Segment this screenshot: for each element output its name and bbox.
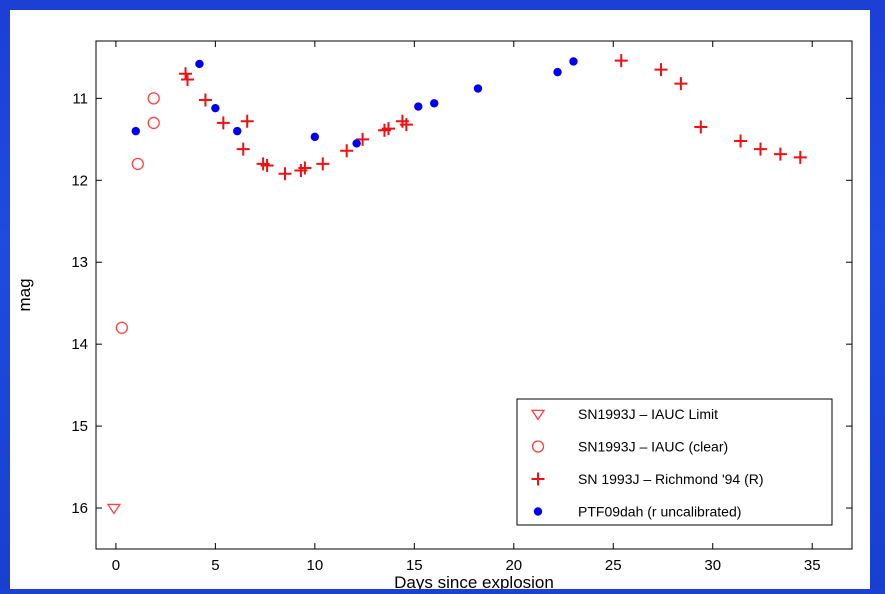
data-point <box>414 102 423 111</box>
y-tick-label: 16 <box>71 500 88 517</box>
data-point <box>553 67 562 77</box>
data-point <box>195 59 204 69</box>
data-point <box>694 120 708 134</box>
data-point <box>430 99 439 108</box>
x-tick-label: 25 <box>605 557 622 574</box>
data-point <box>198 93 212 107</box>
x-tick-label: 20 <box>505 557 522 574</box>
data-point <box>106 503 122 515</box>
x-tick-label: 0 <box>112 557 120 574</box>
data-point <box>240 114 254 128</box>
data-point <box>115 321 129 334</box>
y-tick-label: 15 <box>71 418 88 435</box>
legend-entry-label: SN 1993J – Richmond '94 (R) <box>578 471 764 487</box>
legend-marker <box>530 409 546 421</box>
data-point <box>216 116 230 130</box>
data-point <box>211 103 220 113</box>
data-point <box>674 77 688 91</box>
legend: SN1993J – IAUC Limit SN1993J – IAUC (clea… <box>516 398 833 526</box>
legend-marker <box>533 507 543 516</box>
y-tick-label: 14 <box>71 336 88 353</box>
y-tick-label: 11 <box>72 90 88 107</box>
legend-marker <box>531 440 545 453</box>
data-point <box>614 54 628 68</box>
axis-ticks <box>96 41 852 549</box>
data-point <box>298 161 312 175</box>
data-point <box>147 116 160 130</box>
data-point <box>131 157 144 171</box>
data-point <box>473 84 483 93</box>
data-point <box>181 73 195 87</box>
data-point <box>147 92 160 105</box>
legend-entry-label: SN1993J – IAUC (clear) <box>578 439 728 455</box>
data-points <box>106 54 807 515</box>
x-tick-label: 30 <box>704 557 721 574</box>
data-point <box>131 126 140 136</box>
data-point <box>793 150 807 164</box>
data-point <box>734 134 748 148</box>
series-2 <box>179 54 807 181</box>
data-point <box>316 157 330 171</box>
legend-entry-label: SN1993J – IAUC Limit <box>578 406 718 422</box>
series-1 <box>115 92 160 334</box>
data-point <box>236 142 250 156</box>
data-point <box>654 63 668 77</box>
x-tick-label: 15 <box>406 557 423 574</box>
data-point <box>340 144 354 158</box>
x-axis-label: Days since explosion <box>394 573 554 589</box>
data-point <box>773 147 787 161</box>
legend-entry-label: PTF09dah (r uncalibrated) <box>578 504 741 520</box>
data-point <box>356 132 370 146</box>
y-tick-labels: 11 12 13 14 15 16 <box>71 90 88 517</box>
plot-panel: 0 5 10 15 20 25 30 35 11 12 13 14 15 16 Days since e… <box>10 10 870 592</box>
legend-box <box>516 398 833 526</box>
data-point <box>179 67 193 81</box>
y-tick-label: 13 <box>71 254 88 271</box>
series-3 <box>131 57 578 148</box>
y-axis-label: mag <box>15 278 34 311</box>
data-point <box>310 132 320 142</box>
y-tick-label: 12 <box>71 172 88 189</box>
x-tick-labels: 0 5 10 15 20 25 30 35 <box>112 557 821 574</box>
data-point <box>260 159 274 173</box>
series-0 <box>106 503 122 515</box>
light-curve-chart: 0 5 10 15 20 25 30 35 11 12 13 14 15 16 Days since e… <box>15 40 853 592</box>
data-point <box>569 57 578 66</box>
data-point <box>278 167 292 181</box>
x-tick-label: 10 <box>306 557 323 574</box>
data-point <box>352 139 361 148</box>
data-point <box>753 142 767 156</box>
data-point <box>233 126 242 136</box>
x-tick-label: 35 <box>804 557 821 574</box>
x-tick-label: 5 <box>211 557 219 574</box>
data-point <box>381 122 395 136</box>
legend-marker <box>531 472 545 486</box>
data-point <box>399 118 413 132</box>
